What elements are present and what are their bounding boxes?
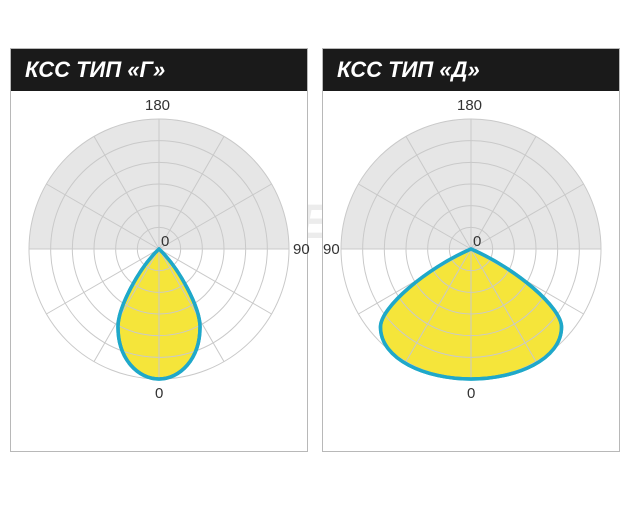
label-top-d: 180: [457, 97, 482, 114]
label-top-g: 180: [145, 97, 170, 114]
label-bottom-d: 0: [467, 385, 475, 402]
label-center-d: 0: [473, 233, 481, 250]
panel-g-chart: 180 0 90 90 0: [11, 91, 307, 451]
panel-g-title: КСС ТИП «Г»: [11, 49, 307, 91]
label-center-g: 0: [161, 233, 169, 250]
panel-d: КСС ТИП «Д» 180 0 90 90 0: [322, 48, 620, 452]
panel-d-chart: 180 0 90 90 0: [323, 91, 619, 451]
panel-d-title: КСС ТИП «Д»: [323, 49, 619, 91]
panel-g: КСС ТИП «Г» 180 0 90 90 0: [10, 48, 308, 452]
label-bottom-g: 0: [155, 385, 163, 402]
label-right-g: 90: [293, 241, 310, 258]
label-left-d: 90: [323, 241, 340, 258]
